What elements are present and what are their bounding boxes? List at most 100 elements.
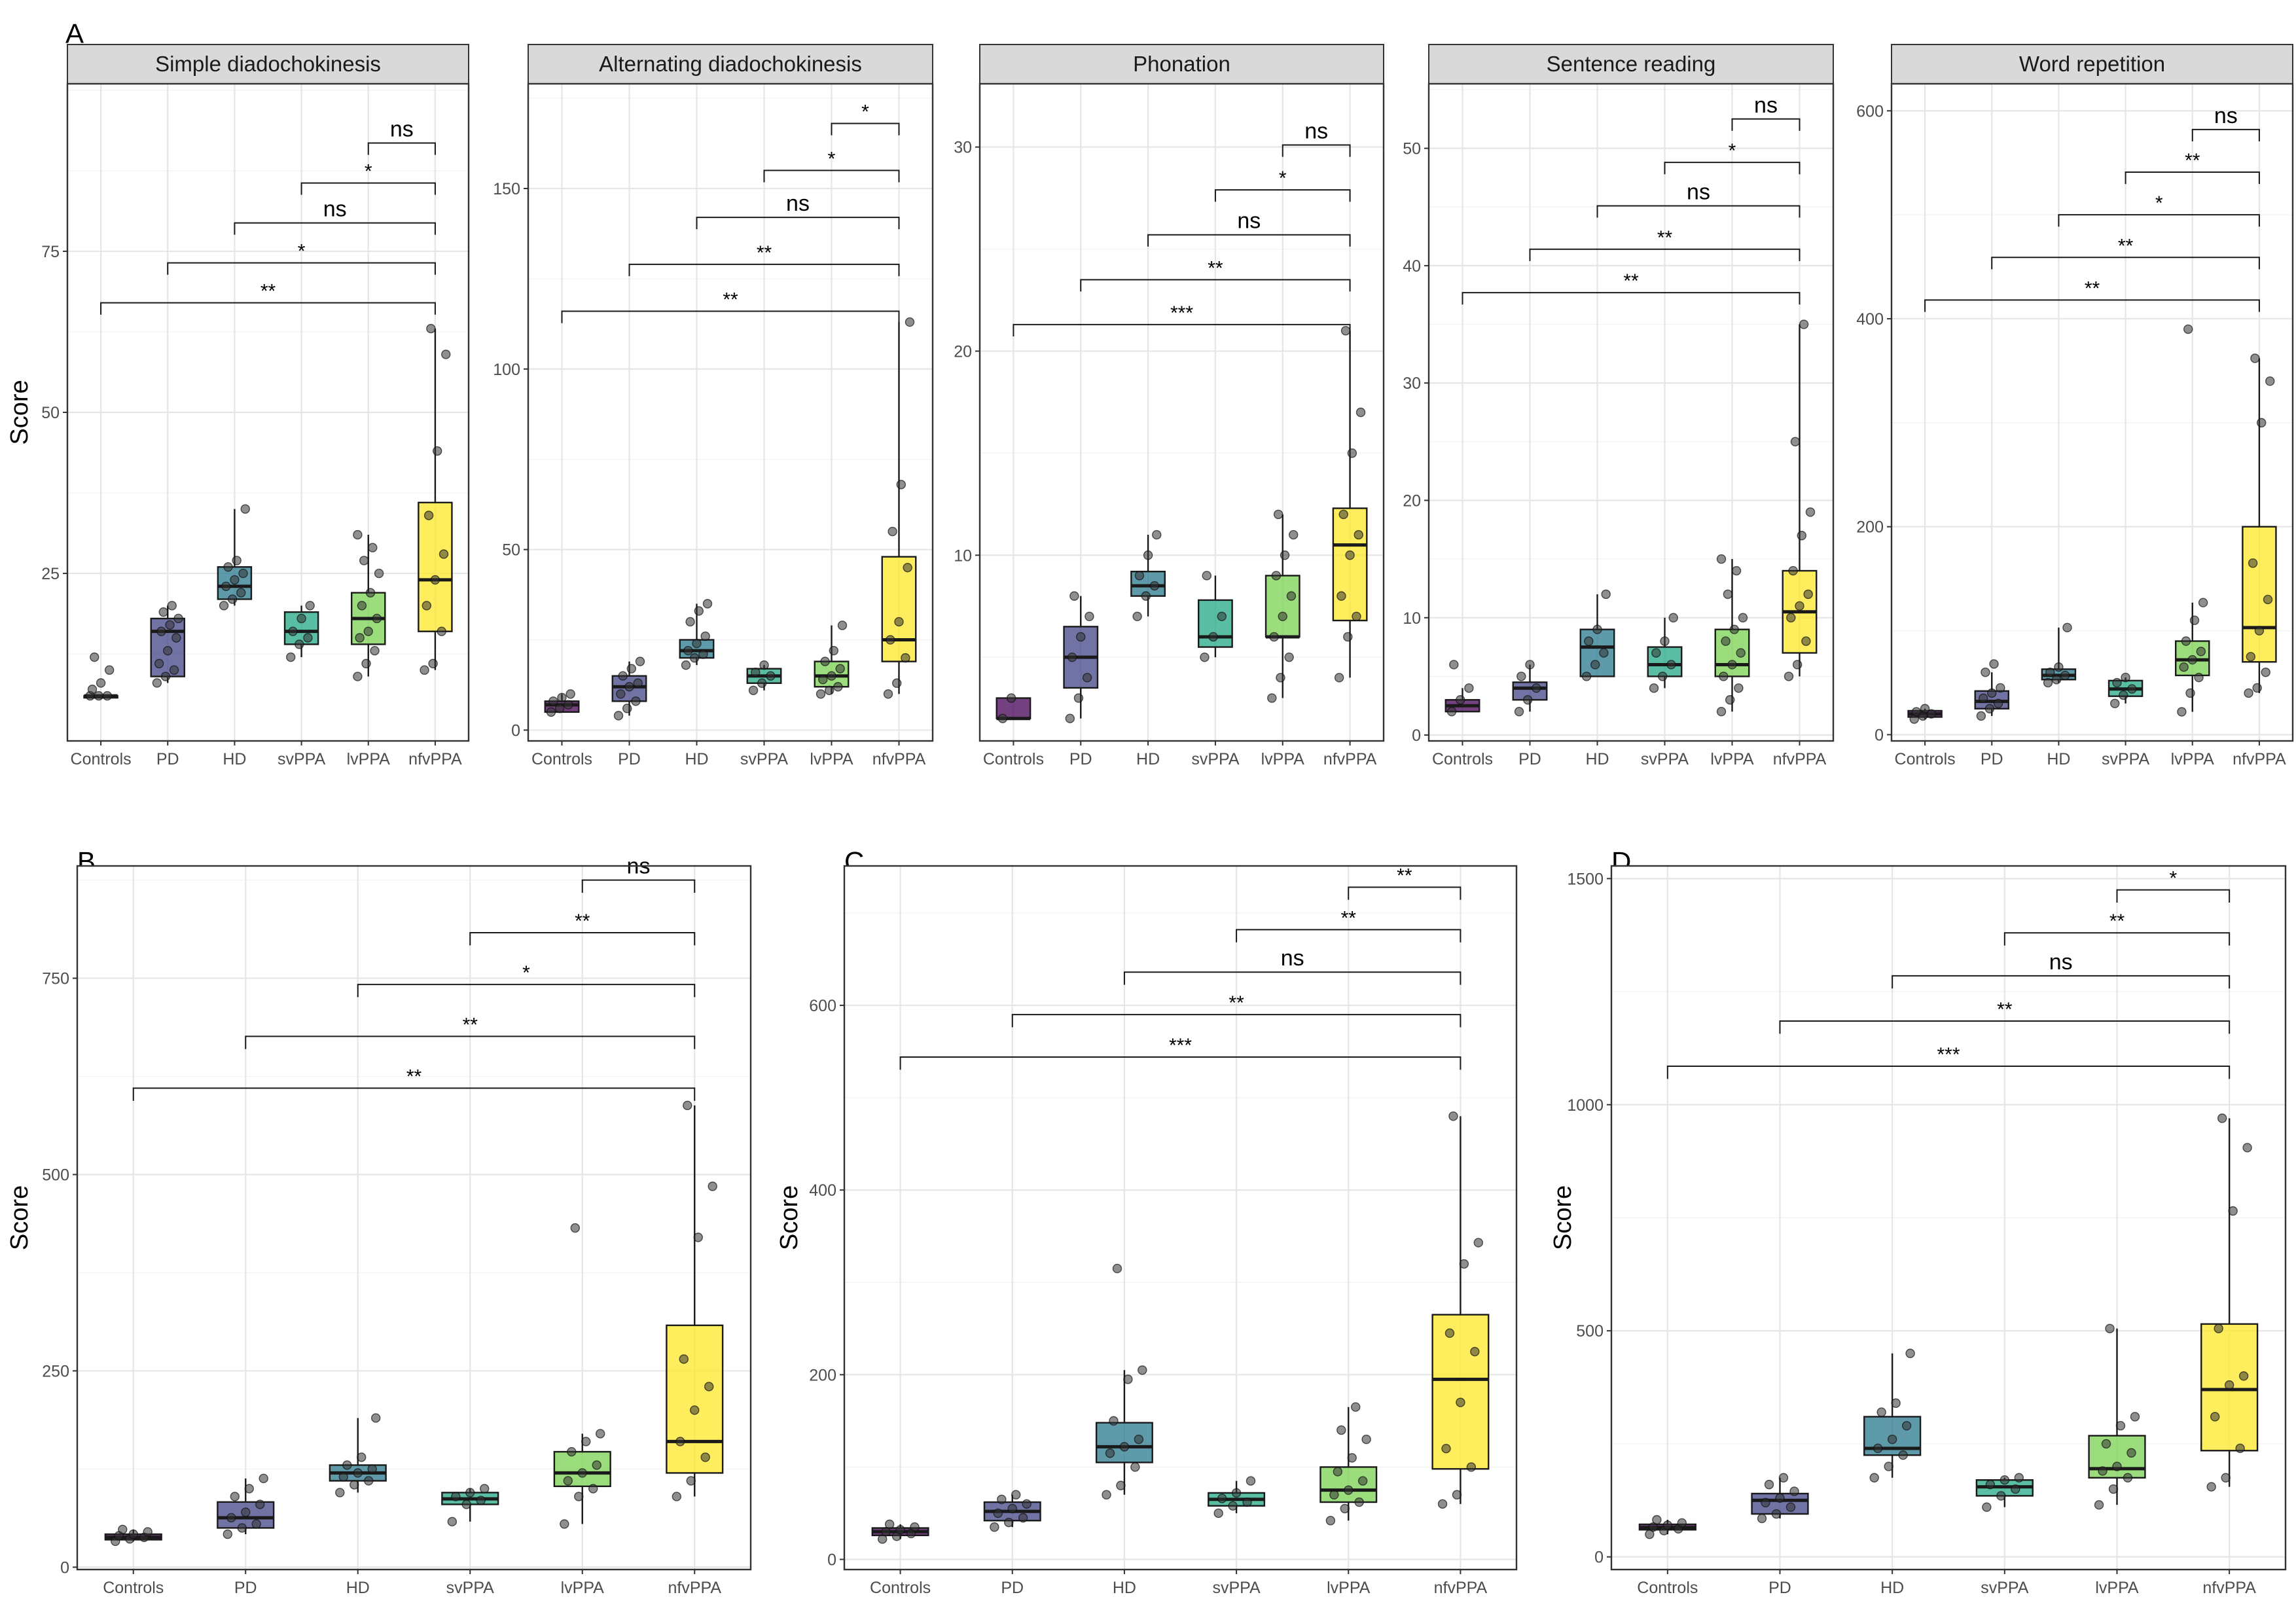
data-point bbox=[238, 568, 248, 579]
x-tick-label: nfvPPA bbox=[2202, 1579, 2256, 1597]
data-point bbox=[1761, 1498, 1770, 1507]
data-point bbox=[1082, 673, 1092, 683]
data-point bbox=[1514, 706, 1524, 717]
data-point bbox=[1466, 1462, 1477, 1472]
data-point bbox=[1280, 550, 1290, 560]
y-tick-label: 75 bbox=[41, 243, 60, 261]
data-point bbox=[1351, 1402, 1361, 1412]
data-point bbox=[1338, 509, 1348, 520]
significance-label: * bbox=[522, 962, 530, 984]
data-point bbox=[2250, 353, 2260, 363]
data-point bbox=[374, 568, 384, 579]
data-point bbox=[748, 685, 759, 695]
data-point bbox=[465, 1488, 475, 1498]
significance-label: ** bbox=[1397, 865, 1412, 886]
significance-bracket bbox=[2191, 128, 2260, 141]
data-point bbox=[288, 626, 298, 636]
data-point bbox=[896, 480, 906, 490]
data-point bbox=[1599, 648, 1609, 658]
data-point bbox=[158, 607, 168, 617]
y-tick-label: 0 bbox=[827, 1551, 836, 1569]
data-point bbox=[2246, 652, 2256, 662]
significance-bracket bbox=[1147, 234, 1351, 247]
data-point bbox=[1734, 683, 1744, 693]
data-point bbox=[1532, 683, 1541, 693]
data-point bbox=[692, 638, 702, 649]
data-point bbox=[2263, 594, 2273, 605]
data-point bbox=[2127, 684, 2137, 694]
data-point bbox=[1716, 554, 1727, 564]
x-tick-label: nfvPPA bbox=[668, 1579, 721, 1597]
significance-label: ** bbox=[1229, 992, 1244, 1014]
data-point bbox=[367, 1464, 377, 1474]
data-point bbox=[825, 685, 834, 695]
data-point bbox=[430, 575, 440, 585]
significance-bracket bbox=[831, 122, 900, 135]
significance-bracket bbox=[167, 262, 436, 275]
data-point bbox=[1289, 530, 1299, 540]
significance-bracket bbox=[357, 984, 696, 997]
data-point bbox=[1884, 1462, 1893, 1471]
data-point bbox=[2235, 1443, 2245, 1454]
data-point bbox=[128, 1529, 138, 1539]
significance-bracket bbox=[1011, 1014, 1462, 1028]
data-point bbox=[1141, 591, 1151, 601]
data-point bbox=[1105, 1448, 1115, 1458]
data-point bbox=[1725, 695, 1735, 705]
significance-bracket bbox=[1123, 971, 1462, 985]
significance-label: ns bbox=[390, 117, 414, 142]
plot-background bbox=[1429, 84, 1833, 741]
data-point bbox=[2115, 1421, 2126, 1431]
y-axis-label: Score bbox=[6, 1185, 33, 1250]
data-point bbox=[2265, 376, 2275, 386]
data-point bbox=[219, 601, 229, 611]
data-point bbox=[1085, 611, 1094, 622]
significance-label: ** bbox=[575, 910, 590, 932]
box-lvPPA bbox=[1319, 1466, 1378, 1503]
data-point bbox=[626, 664, 636, 674]
box-nfvPPA bbox=[2242, 526, 2277, 663]
significance-label: ** bbox=[1997, 999, 2013, 1020]
y-tick-label: 0 bbox=[511, 721, 520, 740]
significance-label: ns bbox=[786, 191, 810, 216]
y-tick-label: 250 bbox=[42, 1362, 69, 1380]
significance-label: * bbox=[1279, 168, 1287, 189]
significance-label: * bbox=[828, 148, 836, 170]
x-tick-label: Controls bbox=[1895, 750, 1956, 768]
data-point bbox=[1213, 1508, 1223, 1518]
data-point bbox=[588, 1484, 598, 1494]
x-tick-label: HD bbox=[685, 750, 708, 768]
data-point bbox=[1876, 1407, 1886, 1417]
data-point bbox=[1799, 319, 1809, 329]
data-point bbox=[1592, 624, 1602, 634]
data-point bbox=[1217, 1494, 1227, 1503]
data-point bbox=[564, 700, 573, 710]
data-point bbox=[1793, 660, 1803, 670]
y-tick-label: 0 bbox=[1594, 1549, 1604, 1567]
significance-label: * bbox=[298, 241, 306, 262]
significance-bracket bbox=[1348, 886, 1462, 900]
box-lvPPA bbox=[1265, 575, 1300, 638]
y-tick-label: 600 bbox=[1856, 102, 1884, 120]
data-point bbox=[1523, 695, 1533, 705]
data-point bbox=[690, 1405, 700, 1415]
data-point bbox=[1069, 591, 1079, 601]
data-point bbox=[368, 543, 378, 552]
data-point bbox=[1119, 1442, 1130, 1452]
data-point bbox=[365, 588, 376, 598]
data-point bbox=[1286, 591, 1297, 601]
plot-background bbox=[77, 866, 751, 1570]
significance-label: ** bbox=[2085, 278, 2100, 299]
x-tick-label: svPPA bbox=[1212, 1579, 1260, 1597]
data-point bbox=[2108, 1484, 2119, 1494]
x-tick-label: Controls bbox=[870, 1579, 931, 1597]
x-tick-label: HD bbox=[346, 1579, 370, 1597]
significance-label: ** bbox=[260, 281, 276, 302]
data-point bbox=[244, 1484, 254, 1494]
data-point bbox=[567, 1446, 577, 1457]
data-point bbox=[372, 613, 382, 624]
x-tick-label: svPPA bbox=[446, 1579, 494, 1597]
y-tick-label: 30 bbox=[1403, 374, 1421, 393]
